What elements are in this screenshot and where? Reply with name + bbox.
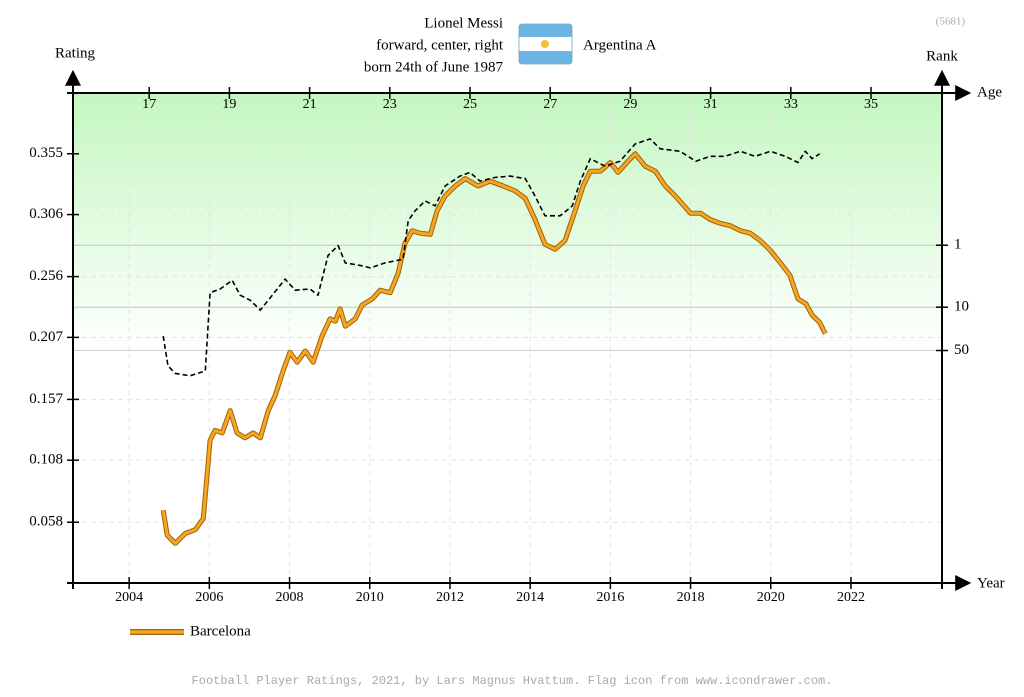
y-tick-label: 0.355 bbox=[29, 145, 63, 161]
x-axis-label: Year bbox=[977, 575, 1005, 591]
x2-tick-label: 17 bbox=[142, 97, 156, 112]
x2-tick-label: 33 bbox=[784, 97, 798, 112]
footer: Football Player Ratings, 2021, by Lars M… bbox=[192, 674, 833, 688]
x-tick-label: 2010 bbox=[356, 590, 384, 605]
y-tick-label: 0.108 bbox=[29, 452, 63, 468]
team-label: Argentina A bbox=[583, 37, 657, 53]
y-tick-label: 0.256 bbox=[29, 268, 63, 284]
y-tick-label: 0.306 bbox=[29, 206, 63, 222]
x2-tick-label: 25 bbox=[463, 97, 477, 112]
y2-axis-label: Rank bbox=[926, 48, 958, 64]
x-tick-label: 2004 bbox=[115, 590, 143, 605]
player-position: forward, center, right bbox=[376, 37, 504, 53]
x-tick-label: 2022 bbox=[837, 590, 865, 605]
rating-line bbox=[161, 152, 827, 545]
x-tick-label: 2020 bbox=[757, 590, 785, 605]
y2-tick-label: 10 bbox=[954, 299, 969, 315]
x2-tick-label: 21 bbox=[303, 97, 317, 112]
x2-tick-label: 31 bbox=[704, 97, 718, 112]
rating-line-dashed bbox=[162, 138, 821, 377]
y-axis-label: Rating bbox=[55, 45, 95, 61]
player-birth: born 24th of June 1987 bbox=[364, 59, 504, 75]
x-tick-label: 2014 bbox=[516, 590, 544, 605]
x2-tick-label: 27 bbox=[543, 97, 557, 112]
data-layer bbox=[160, 138, 828, 546]
x-tick-label: 2006 bbox=[195, 590, 223, 605]
y-tick-label: 0.157 bbox=[29, 391, 63, 407]
x2-tick-label: 29 bbox=[623, 97, 637, 112]
axes-layer: 1 10 50 0.058 0.108 0.157 0.207 0.256 0.306 0.355… bbox=[29, 69, 972, 605]
y-tick-label: 0.058 bbox=[29, 514, 63, 530]
grid-layer bbox=[73, 93, 942, 583]
x-tick-label: 2012 bbox=[436, 590, 464, 605]
x2-axis-label: Age bbox=[977, 84, 1002, 100]
id-label: (5681) bbox=[936, 16, 966, 28]
x2-tick-label: 35 bbox=[864, 97, 878, 112]
flag-icon bbox=[518, 23, 573, 65]
x-tick-label: 2008 bbox=[276, 590, 304, 605]
x-tick-label: 2016 bbox=[596, 590, 624, 605]
player-name: Lionel Messi bbox=[424, 15, 503, 31]
x2-tick-label: 19 bbox=[222, 97, 236, 112]
legend-label: Barcelona bbox=[190, 623, 251, 639]
y2-tick-label: 1 bbox=[954, 237, 962, 253]
x2-tick-label: 23 bbox=[383, 97, 397, 112]
x-tick-label: 2018 bbox=[677, 590, 705, 605]
y2-tick-label: 50 bbox=[954, 342, 969, 358]
y-tick-label: 0.207 bbox=[29, 329, 63, 345]
